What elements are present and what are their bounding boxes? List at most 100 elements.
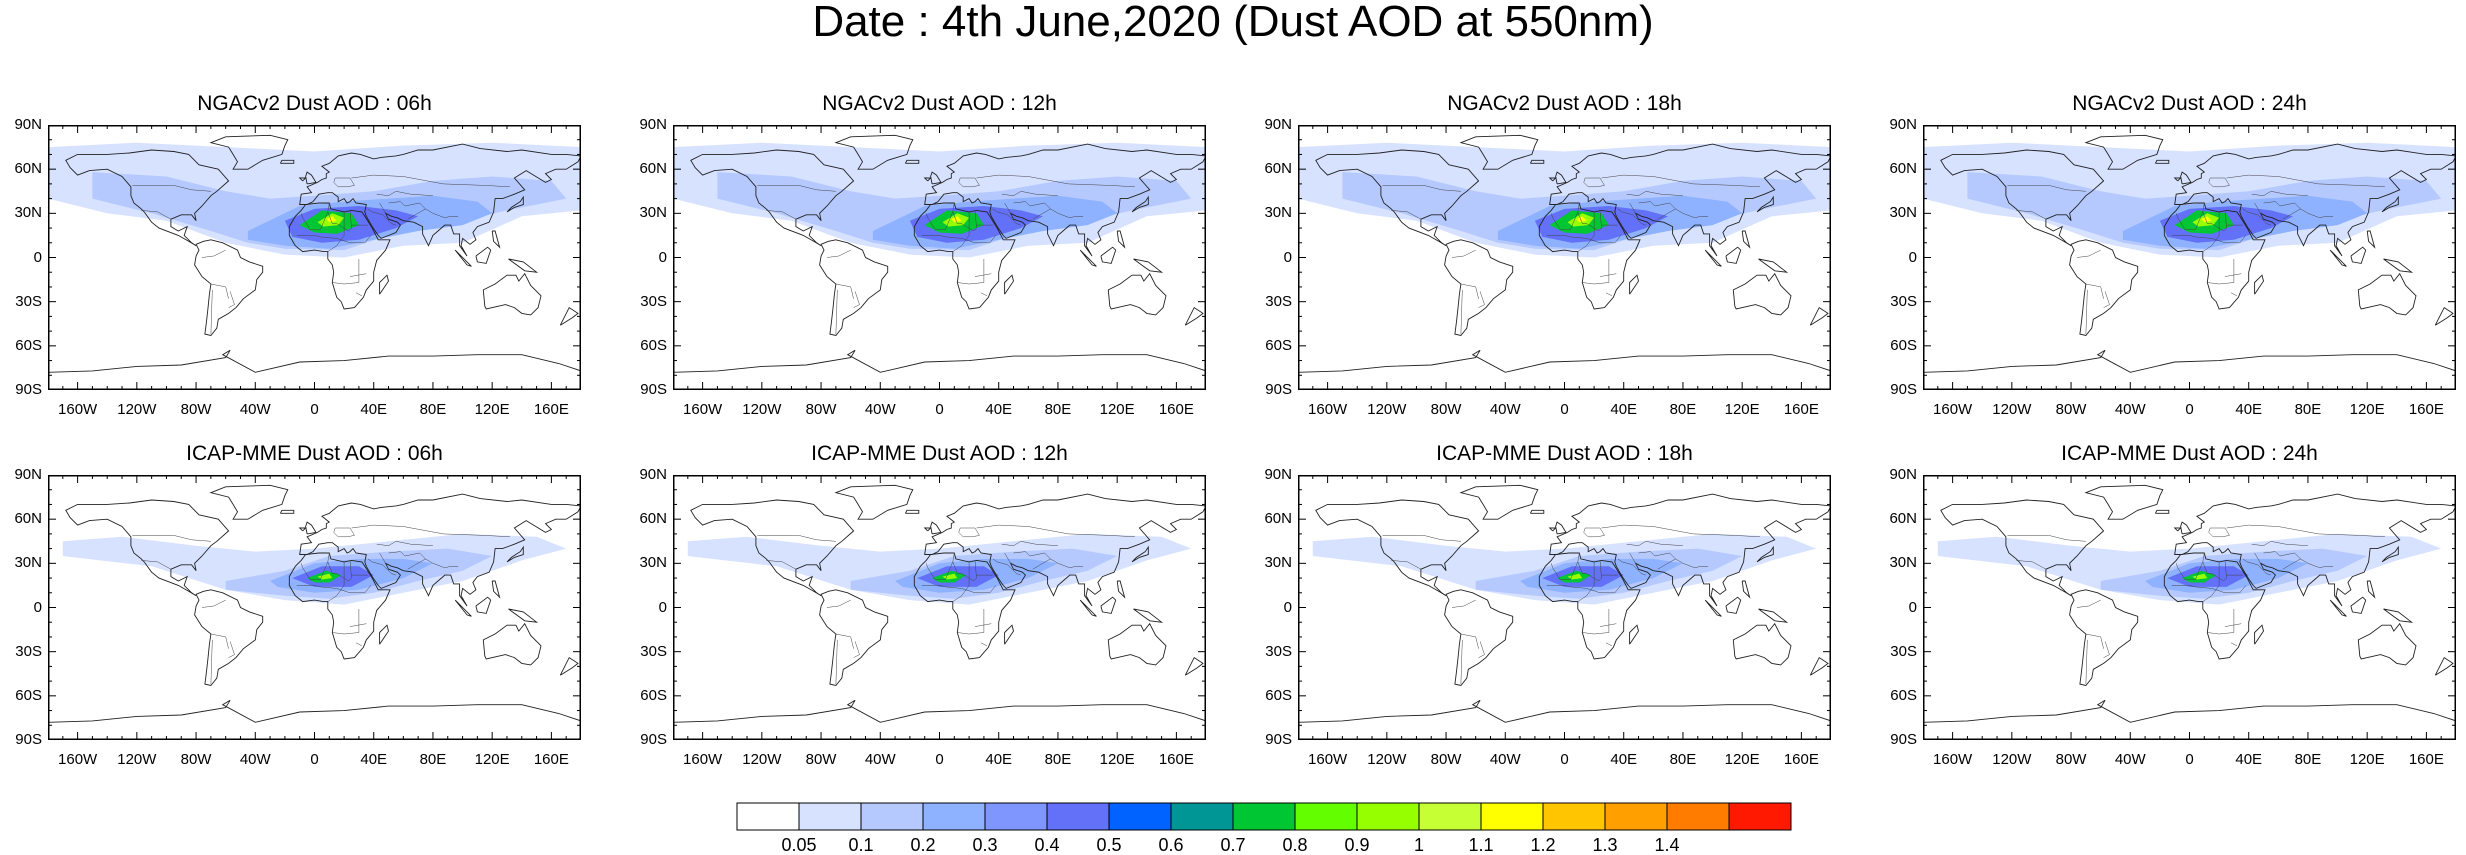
panel-title: NGACv2 Dust AOD : 12h — [822, 92, 1057, 115]
country-border — [2207, 259, 2235, 285]
colorbar-label: 0.4 — [1034, 835, 1060, 855]
country-border — [355, 642, 363, 647]
country-border — [2300, 208, 2334, 219]
country-border — [2175, 552, 2205, 580]
coastline — [1004, 624, 1014, 645]
country-border — [1583, 527, 1605, 538]
country-border — [210, 283, 229, 299]
country-border — [1583, 177, 1605, 188]
lat-tick-label: 0 — [658, 248, 667, 266]
country-border — [2230, 292, 2238, 297]
coastline — [299, 493, 581, 607]
country-border — [798, 185, 836, 192]
lon-tick-label: 80E — [419, 401, 447, 418]
coastline — [913, 552, 1016, 660]
lat-tick-label: 30S — [1890, 642, 1917, 660]
coastline — [491, 230, 501, 249]
lon-tick-label: 120W — [1367, 751, 1407, 768]
country-border — [2103, 291, 2110, 308]
country-border — [2230, 642, 2238, 647]
coastline — [48, 349, 581, 373]
coastline — [1629, 624, 1639, 645]
coastline — [454, 599, 472, 617]
lon-tick-label: 160W — [58, 401, 98, 418]
country-border — [367, 208, 396, 226]
coastline — [2350, 596, 2367, 614]
country-border — [1582, 259, 1610, 285]
coastline — [2254, 624, 2264, 645]
lon-tick-label: 40E — [985, 751, 1013, 768]
coastline — [506, 545, 524, 563]
country-border — [2171, 235, 2246, 244]
lat-tick-label: 60N — [1264, 510, 1292, 528]
map-panel — [1298, 125, 1831, 390]
country-border — [349, 623, 367, 627]
coastline — [1629, 274, 1639, 295]
map-panel — [48, 475, 581, 740]
country-border — [425, 558, 459, 569]
country-border — [1582, 609, 1610, 635]
country-border — [1546, 235, 1621, 244]
country-border — [2254, 552, 2264, 570]
coastline — [1184, 656, 1204, 676]
country-border — [976, 524, 1135, 538]
coastline — [279, 159, 295, 164]
coastline — [1732, 272, 1792, 316]
coastline — [1741, 230, 1751, 249]
country-border — [201, 599, 226, 608]
coastline — [1131, 545, 1149, 563]
lon-tick-label: 0 — [1560, 401, 1569, 418]
country-border — [925, 202, 955, 230]
lat-tick-label: 0 — [33, 598, 42, 616]
lat-tick-label: 60N — [639, 510, 667, 528]
colorbar-box — [984, 802, 1048, 831]
coastline — [2174, 143, 2456, 257]
lat-tick-label: 90S — [15, 731, 42, 748]
lon-tick-label: 160E — [1783, 751, 1819, 768]
coastline — [923, 177, 932, 182]
lat-tick-label: 60N — [1889, 160, 1917, 178]
coastline — [1940, 499, 2105, 597]
lon-tick-label: 160E — [2408, 751, 2444, 768]
panel-title: NGACv2 Dust AOD : 24h — [2072, 92, 2307, 115]
lat-tick-label: 30S — [1265, 642, 1292, 660]
coastline — [1529, 509, 1545, 514]
lat-tick-label: 30S — [15, 642, 42, 660]
coastline — [559, 656, 579, 676]
coastline — [1923, 349, 2456, 373]
lat-tick-label: 60N — [1264, 160, 1292, 178]
coastline — [2366, 580, 2376, 599]
coastline — [2254, 274, 2264, 295]
country-border — [228, 291, 235, 308]
coastline — [1732, 622, 1792, 666]
coastline — [1116, 580, 1126, 599]
lon-tick-label: 40E — [2235, 401, 2263, 418]
country-border — [974, 623, 992, 627]
lon-tick-label: 80W — [805, 751, 837, 768]
country-border — [835, 633, 854, 649]
lon-tick-label: 40E — [1610, 401, 1638, 418]
country-border — [2202, 560, 2227, 582]
country-border — [1675, 558, 1709, 569]
lon-tick-label: 40E — [360, 401, 388, 418]
country-border — [388, 201, 426, 220]
coastline — [1538, 202, 1641, 310]
lon-tick-label: 120E — [474, 751, 510, 768]
country-border — [2202, 211, 2220, 252]
country-border — [2208, 527, 2230, 538]
country-border — [766, 560, 797, 570]
lat-tick-label: 30N — [639, 204, 667, 222]
country-border — [1013, 551, 1051, 570]
country-border — [853, 641, 860, 658]
country-border — [2085, 639, 2088, 685]
lon-tick-label: 160E — [533, 401, 569, 418]
country-border — [1617, 208, 1646, 226]
lon-tick-label: 80W — [180, 401, 212, 418]
country-border — [351, 524, 510, 538]
lon-tick-label: 160W — [1308, 401, 1348, 418]
coastline — [2381, 195, 2399, 213]
coastline — [506, 195, 524, 213]
country-border — [1050, 558, 1084, 569]
lon-tick-label: 120E — [474, 401, 510, 418]
coastline — [194, 239, 264, 337]
